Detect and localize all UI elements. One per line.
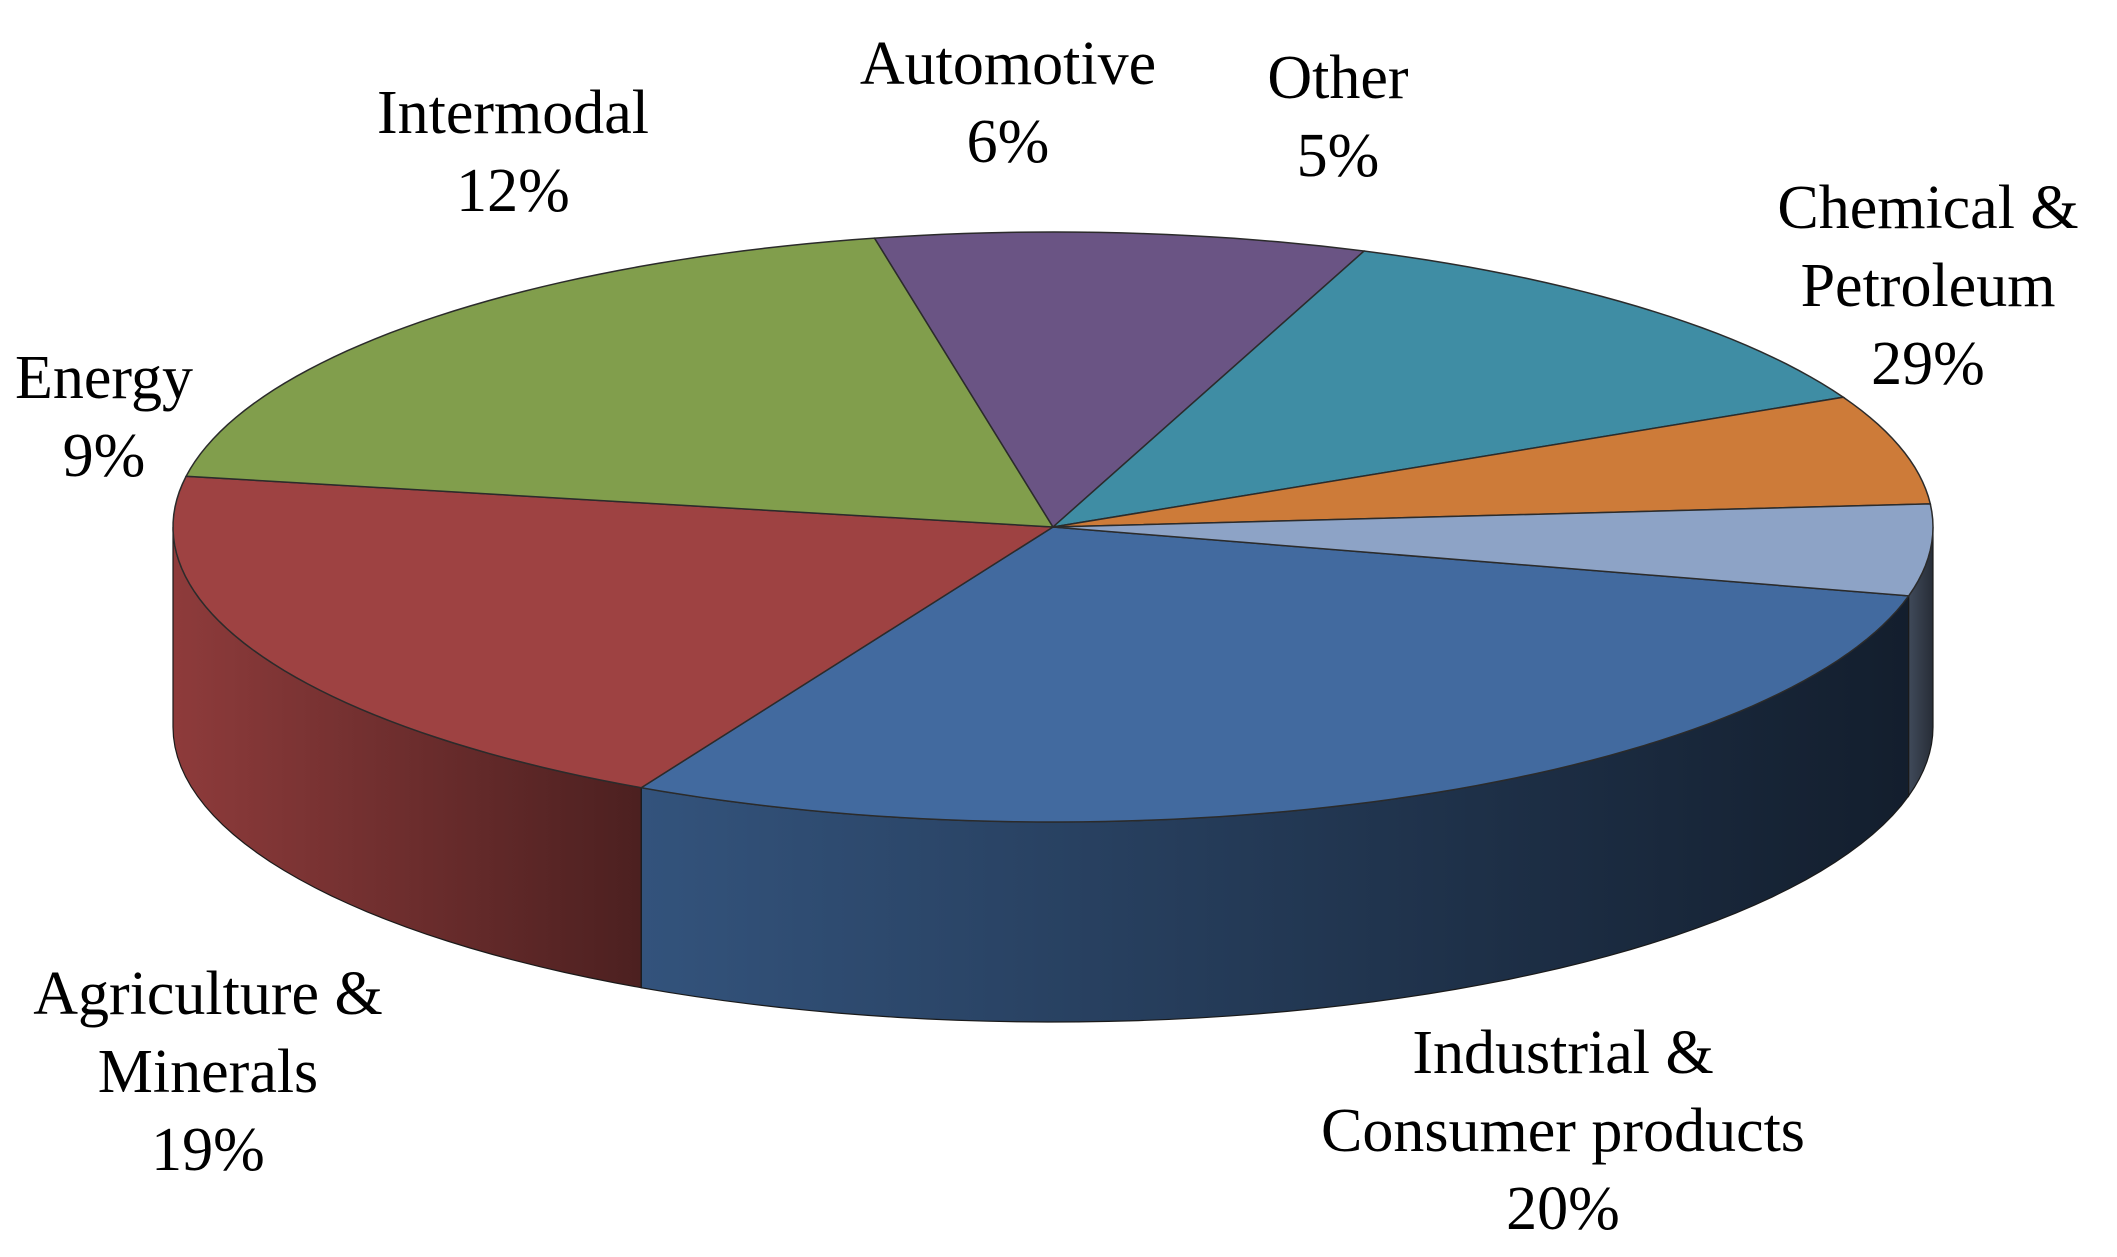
slice-labels: Chemical & Petroleum 29% Industrial & Consum… <box>15 30 2079 1243</box>
slice-name-label: Petroleum <box>1801 252 2056 320</box>
slice-label-5: Automotive 6% <box>860 30 1156 176</box>
slice-name-label: Other <box>1267 44 1409 112</box>
slice-value-label: 6% <box>967 108 1050 176</box>
slice-label-3: Energy 9% <box>15 344 193 490</box>
slice-name-label: Agriculture & <box>33 960 383 1028</box>
slice-value-label: 19% <box>151 1116 265 1184</box>
slice-value-label: 9% <box>63 422 146 490</box>
slice-name-label: Chemical & <box>1777 174 2078 242</box>
pie-top-faces <box>172 231 1934 823</box>
slice-4 <box>1050 250 1846 529</box>
slice-value-label: 29% <box>1871 330 1985 398</box>
slice-value-label: 12% <box>456 157 570 225</box>
slice-3 <box>873 231 1366 529</box>
slice-label-2: Agriculture & Minerals 19% <box>33 960 383 1184</box>
slice-name-label: Industrial & <box>1412 1019 1713 1087</box>
slice-5 <box>1052 396 1932 528</box>
slice-label-4: Intermodal 12% <box>377 79 649 225</box>
slice-6 <box>1052 503 1934 597</box>
slice-name-label: Minerals <box>98 1038 318 1106</box>
pie-side-walls <box>172 526 1934 1023</box>
slice-value-label: 5% <box>1297 122 1380 190</box>
slice-name-label: Energy <box>15 344 193 412</box>
slice-name-label: Automotive <box>860 30 1156 98</box>
slice-label-6: Other 5% <box>1267 44 1409 190</box>
slice-name-label: Intermodal <box>377 79 649 147</box>
slice-2 <box>184 237 1055 528</box>
slice-0 <box>639 526 1911 823</box>
slice-label-1: Industrial & Consumer products 20% <box>1321 1019 1805 1243</box>
slice-name-label: Consumer products <box>1321 1097 1805 1165</box>
slice-label-0: Chemical & Petroleum 29% <box>1777 174 2078 398</box>
slice-value-label: 20% <box>1506 1175 1620 1243</box>
slice-1 <box>172 475 1056 789</box>
